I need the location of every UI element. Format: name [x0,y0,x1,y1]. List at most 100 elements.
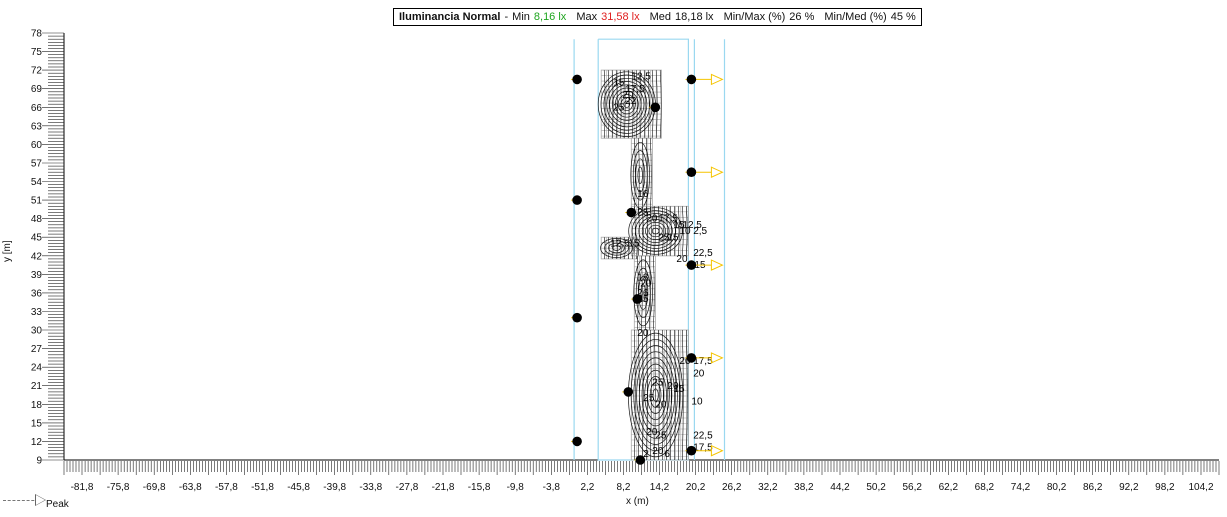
max-value: 31,58 lx [601,11,640,23]
min-label: Min [512,11,530,23]
x-tick-label: 86,2 [1083,482,1103,493]
luminaire [685,444,724,457]
x-tick-label: 20,2 [686,482,706,493]
x-tick-label: -3,8 [543,482,561,493]
luminaire-dot [572,436,582,447]
luminaire-dot [623,387,634,397]
luminaire-dot [572,312,582,323]
isoline [649,255,651,331]
isoline [606,81,648,128]
isoline [607,237,610,259]
calc-grid [628,205,689,257]
isoline [617,94,636,115]
isoline [645,255,647,331]
x-tick-label: 38,2 [794,482,814,493]
luminaire-dot [686,353,697,363]
luminaire [685,73,724,86]
calc-grid [630,137,653,213]
luminaire [685,166,724,178]
contour-label: 15 [694,260,706,271]
contour-label: 20 [646,214,658,225]
isoline [611,237,614,259]
luminaire [649,102,661,113]
luminaire [685,352,724,364]
calc-grid [633,255,656,331]
contour-label: 10 [691,396,703,407]
y-axis: 9 12 15 18 21 24 27 30 33 36 39 42 45 48 51 54 57 60 63 66 6… [31,29,65,467]
aim-arrow-icon [710,166,724,178]
isoline [654,206,656,256]
luminaire [634,455,646,465]
y-axis-label: y [m] [2,240,13,262]
x-tick-label: -69,8 [143,482,166,493]
x-tick-label: -33,8 [359,482,382,493]
isoline [647,70,650,139]
luminaire [571,312,582,323]
contour-label: 10 [679,226,691,237]
x-tick-label: -45,8 [287,482,310,493]
isoline [658,206,660,256]
peak-legend-label: Peak [46,499,69,510]
isolines [633,255,655,331]
min-value: 8,16 lx [533,11,567,23]
isoline [603,77,651,131]
contour-label: 25 [643,393,655,404]
luminaire [685,259,724,271]
luminaire [571,195,582,205]
isoline [637,166,643,184]
isoline [603,70,606,139]
minmed-value: 45 % [890,11,916,23]
contour-label: 26 [637,288,649,299]
isoline [654,329,656,461]
isoline [623,237,626,259]
isolines [628,206,688,256]
isoline [666,206,668,256]
x-tick-label: 50,2 [866,482,886,493]
contour-label: 22 [625,96,637,107]
stats-header: Iluminancia Normal - Min 8,16 lx Max 31,58 lx… [393,8,922,26]
x-tick-label: 26,2 [722,482,742,493]
y-tick-label: 24 [31,363,43,374]
x-tick-label: -9,8 [507,482,525,493]
luminaire-dot [632,294,643,304]
contour-label: 25 [655,430,667,441]
luminaire [625,207,637,218]
y-tick-label: 60 [31,140,43,151]
isoline [615,237,618,259]
luminaires [571,73,724,465]
isoline [634,329,636,461]
y-tick-label: 15 [31,418,43,429]
contour-label: 20 [652,446,664,457]
isoline [638,206,640,256]
isoline [646,329,648,461]
y-tick-label: 63 [31,121,43,132]
contour-label: 17,5 [625,84,645,95]
minmax-value: 26 % [789,11,815,23]
luminaire-dot [686,74,697,85]
header-dash: - [504,11,509,23]
contour-label: 6 [664,449,670,460]
y-tick-label: 33 [31,307,43,318]
isoline [627,70,630,139]
isoline [631,70,634,139]
contour-label: 15 [673,384,685,395]
luminaire [571,74,582,85]
contour-label: 12,5 [682,220,702,231]
aim-arrow-icon [710,73,724,86]
contour-label: 20 [640,279,652,290]
contour-label: 20 [646,427,658,438]
contour-label: 12,5 [631,71,651,82]
calc-grid-border [630,137,653,213]
aim-arrow-icon [710,352,724,364]
max-label: Max [576,11,598,23]
y-tick-label: 69 [31,84,43,95]
isoline [633,345,678,445]
calc-grid [597,69,662,139]
isoline [662,206,664,256]
isoline [641,255,643,331]
med-value: 18,18 lx [675,11,714,23]
isoline [650,206,652,256]
y-tick-label: 18 [31,400,43,411]
